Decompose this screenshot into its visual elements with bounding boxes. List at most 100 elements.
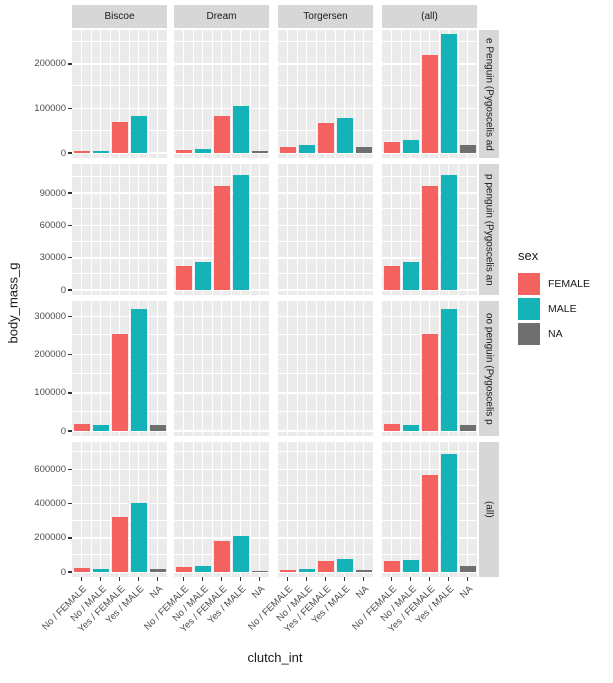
y-tick-label: 200000 bbox=[34, 532, 66, 544]
major-gridline-v bbox=[220, 30, 223, 158]
legend-label: NA bbox=[548, 328, 563, 340]
major-gridline-v bbox=[390, 30, 393, 158]
major-gridline-v bbox=[305, 301, 308, 436]
bar bbox=[111, 516, 128, 572]
major-gridline-v bbox=[156, 164, 159, 295]
y-tick-label: 90000 bbox=[39, 187, 66, 199]
facet-row-strip-gentoo: oo penguin (Pygoscelis p bbox=[479, 301, 499, 436]
x-tick-mark bbox=[428, 577, 431, 581]
major-gridline-v bbox=[258, 164, 261, 295]
x-tick-mark bbox=[343, 577, 346, 581]
bar bbox=[175, 266, 192, 290]
minor-gridline-v bbox=[334, 442, 336, 577]
facet-panel-Torgersen-row2 bbox=[278, 301, 373, 436]
minor-gridline-h bbox=[174, 175, 269, 177]
minor-gridline-v bbox=[249, 164, 251, 295]
major-gridline-v bbox=[99, 30, 102, 158]
bar bbox=[73, 151, 90, 153]
minor-gridline-v bbox=[230, 442, 232, 577]
bar bbox=[232, 535, 249, 572]
x-tick-label: NA bbox=[250, 583, 268, 601]
y-tick-label: 300000 bbox=[34, 310, 66, 322]
minor-gridline-h bbox=[72, 175, 167, 177]
x-axis-title: clutch_int bbox=[247, 650, 303, 665]
major-gridline-v bbox=[343, 164, 346, 295]
y-tick-label: 30000 bbox=[39, 252, 66, 264]
minor-gridline-v bbox=[128, 301, 130, 436]
bar bbox=[251, 571, 268, 572]
minor-gridline-h bbox=[278, 334, 373, 336]
minor-gridline-v bbox=[128, 30, 130, 158]
facet-col-label: Torgersen bbox=[303, 11, 348, 22]
y-tick-label: 0 bbox=[60, 284, 66, 296]
minor-gridline-v bbox=[192, 442, 194, 577]
major-gridline-h bbox=[72, 502, 167, 505]
major-gridline-h bbox=[382, 152, 477, 154]
major-gridline-v bbox=[286, 164, 289, 295]
bar bbox=[194, 149, 211, 153]
major-gridline-h bbox=[278, 289, 373, 291]
major-gridline-h bbox=[278, 430, 373, 432]
facet-col-label: Dream bbox=[206, 11, 237, 22]
minor-gridline-h bbox=[174, 85, 269, 87]
minor-gridline-h bbox=[278, 85, 373, 87]
minor-gridline-v bbox=[296, 30, 298, 158]
y-tick-mark bbox=[68, 63, 72, 65]
major-gridline-v bbox=[324, 164, 327, 295]
facet-row-strip-adelie: e Penguin (Pygoscelis ad bbox=[479, 30, 499, 158]
major-gridline-v bbox=[409, 442, 412, 577]
y-tick-mark bbox=[68, 430, 72, 432]
bar bbox=[175, 566, 192, 572]
major-gridline-v bbox=[182, 164, 185, 295]
major-gridline-h bbox=[278, 571, 373, 573]
bar bbox=[194, 262, 211, 290]
minor-gridline-h bbox=[278, 240, 373, 242]
x-tick-mark bbox=[324, 577, 327, 581]
x-tick-mark bbox=[409, 577, 412, 581]
major-gridline-v bbox=[220, 442, 223, 577]
minor-gridline-h bbox=[174, 451, 269, 453]
major-gridline-v bbox=[286, 301, 289, 436]
major-gridline-v bbox=[466, 301, 469, 436]
x-tick-mark bbox=[239, 577, 242, 581]
x-tick-mark bbox=[137, 577, 140, 581]
major-gridline-h bbox=[174, 571, 269, 573]
facet-panel-Dream-row2 bbox=[174, 301, 269, 436]
bar bbox=[336, 118, 353, 153]
bar bbox=[459, 424, 476, 431]
bar bbox=[402, 559, 419, 572]
major-gridline-v bbox=[343, 30, 346, 158]
minor-gridline-v bbox=[315, 442, 317, 577]
bar bbox=[130, 309, 147, 431]
facet-row-label: oo penguin (Pygoscelis p bbox=[483, 312, 495, 425]
minor-gridline-v bbox=[438, 164, 440, 295]
major-gridline-h bbox=[174, 107, 269, 110]
x-tick-mark bbox=[286, 577, 289, 581]
bar bbox=[421, 185, 438, 290]
minor-gridline-h bbox=[382, 40, 477, 42]
minor-gridline-v bbox=[334, 164, 336, 295]
facet-row-label: (all) bbox=[483, 501, 495, 518]
bar bbox=[298, 145, 315, 153]
major-gridline-h bbox=[278, 353, 373, 356]
facet-panel-Biscoe-row2 bbox=[72, 301, 167, 436]
y-tick-mark bbox=[68, 289, 72, 291]
minor-gridline-h bbox=[278, 272, 373, 274]
facet-panel-Torgersen-row0 bbox=[278, 30, 373, 158]
major-gridline-h bbox=[72, 430, 167, 432]
facet-panel-all-row1 bbox=[382, 164, 477, 295]
minor-gridline-h bbox=[278, 451, 373, 453]
facet-row-label: e Penguin (Pygoscelis ad bbox=[483, 37, 495, 151]
minor-gridline-v bbox=[147, 164, 149, 295]
major-gridline-v bbox=[466, 442, 469, 577]
major-gridline-h bbox=[382, 289, 477, 291]
major-gridline-v bbox=[80, 30, 83, 158]
major-gridline-h bbox=[382, 315, 477, 318]
minor-gridline-h bbox=[278, 485, 373, 487]
y-tick-label: 0 bbox=[60, 425, 66, 437]
bar bbox=[92, 568, 109, 572]
minor-gridline-v bbox=[296, 442, 298, 577]
major-gridline-v bbox=[409, 301, 412, 436]
y-tick-label: 60000 bbox=[39, 219, 66, 231]
bar bbox=[317, 123, 334, 153]
